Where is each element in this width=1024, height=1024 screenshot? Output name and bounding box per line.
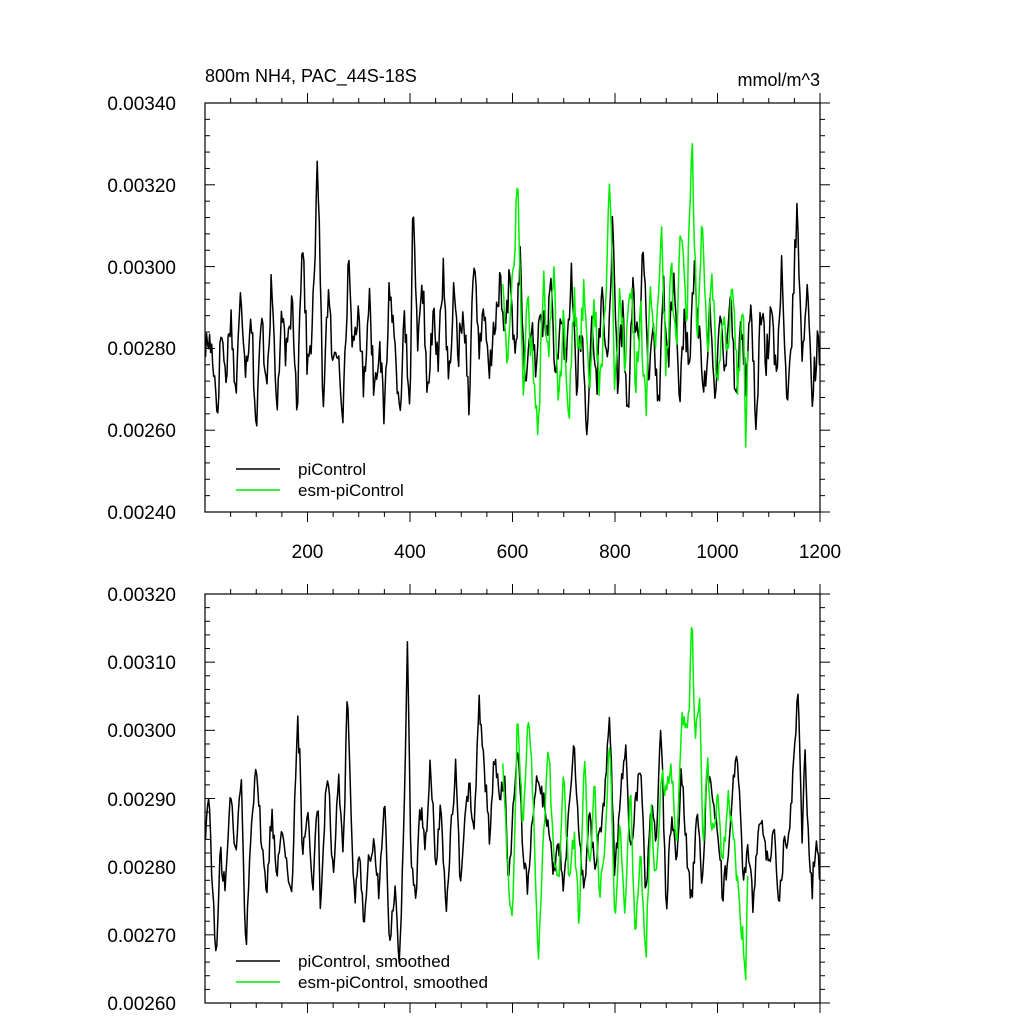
top-line-esm-piControl (502, 142, 749, 448)
top-ytick-label-5: 0.00340 (107, 94, 176, 115)
top-line-piControl (204, 160, 821, 436)
top-xtick-label-600: 600 (497, 542, 529, 563)
bottom-ytick-label-5: 0.00310 (107, 653, 176, 674)
top-xtick-label-200: 200 (292, 542, 324, 563)
top-panel: 800m NH4, PAC_44S-18S mmol/m^3 0.00240 0… (107, 66, 841, 563)
bottom-line-piControl-smoothed (204, 640, 821, 964)
top-xtick-label-1200: 1200 (799, 542, 841, 563)
top-legend-label-esm-piControl: esm-piControl (298, 481, 404, 500)
bottom-ytick-label-3: 0.00290 (107, 790, 176, 811)
top-ytick-label-2: 0.00280 (107, 339, 176, 360)
bottom-ytick-label-6: 0.00320 (107, 585, 176, 606)
top-ytick-label-4: 0.00320 (107, 176, 176, 197)
bottom-legend-label-piControl: piControl, smoothed (298, 952, 450, 971)
top-series-piControl (204, 160, 821, 436)
bottom-series-piControl (204, 640, 821, 964)
bottom-tick-marks (205, 584, 830, 1013)
top-xtick-label-1000: 1000 (696, 542, 738, 563)
bottom-ytick-label-1: 0.00270 (107, 926, 176, 947)
bottom-ytick-labels: 0.00260 0.00270 0.00280 0.00290 0.00300 … (107, 585, 176, 1015)
top-ytick-label-1: 0.00260 (107, 421, 176, 442)
top-tick-marks (205, 93, 830, 522)
top-legend-label-piControl: piControl (298, 460, 366, 479)
bottom-panel: 0.00260 0.00270 0.00280 0.00290 0.00300 … (107, 584, 830, 1015)
top-xtick-label-400: 400 (394, 542, 426, 563)
bottom-ytick-label-0: 0.00260 (107, 994, 176, 1015)
bottom-line-esm-piControl-smoothed (502, 626, 749, 981)
top-xtick-labels: 200 400 600 800 1000 1200 (292, 542, 841, 563)
bottom-legend-label-esm-piControl: esm-piControl, smoothed (298, 973, 488, 992)
top-ytick-label-0: 0.00240 (107, 503, 176, 524)
bottom-ytick-label-4: 0.00300 (107, 721, 176, 742)
top-ytick-label-3: 0.00300 (107, 258, 176, 279)
bottom-ytick-label-2: 0.00280 (107, 858, 176, 879)
top-xtick-label-800: 800 (599, 542, 631, 563)
bottom-series-esm-piControl (502, 626, 749, 981)
top-legend: piControl esm-piControl (236, 460, 404, 500)
top-title: 800m NH4, PAC_44S-18S (205, 66, 417, 87)
top-ytick-labels: 0.00240 0.00260 0.00280 0.00300 0.00320 … (107, 94, 176, 524)
bottom-legend: piControl, smoothed esm-piControl, smoot… (236, 952, 488, 992)
units-label: mmol/m^3 (738, 70, 820, 90)
top-series-esm-piControl (502, 142, 749, 448)
